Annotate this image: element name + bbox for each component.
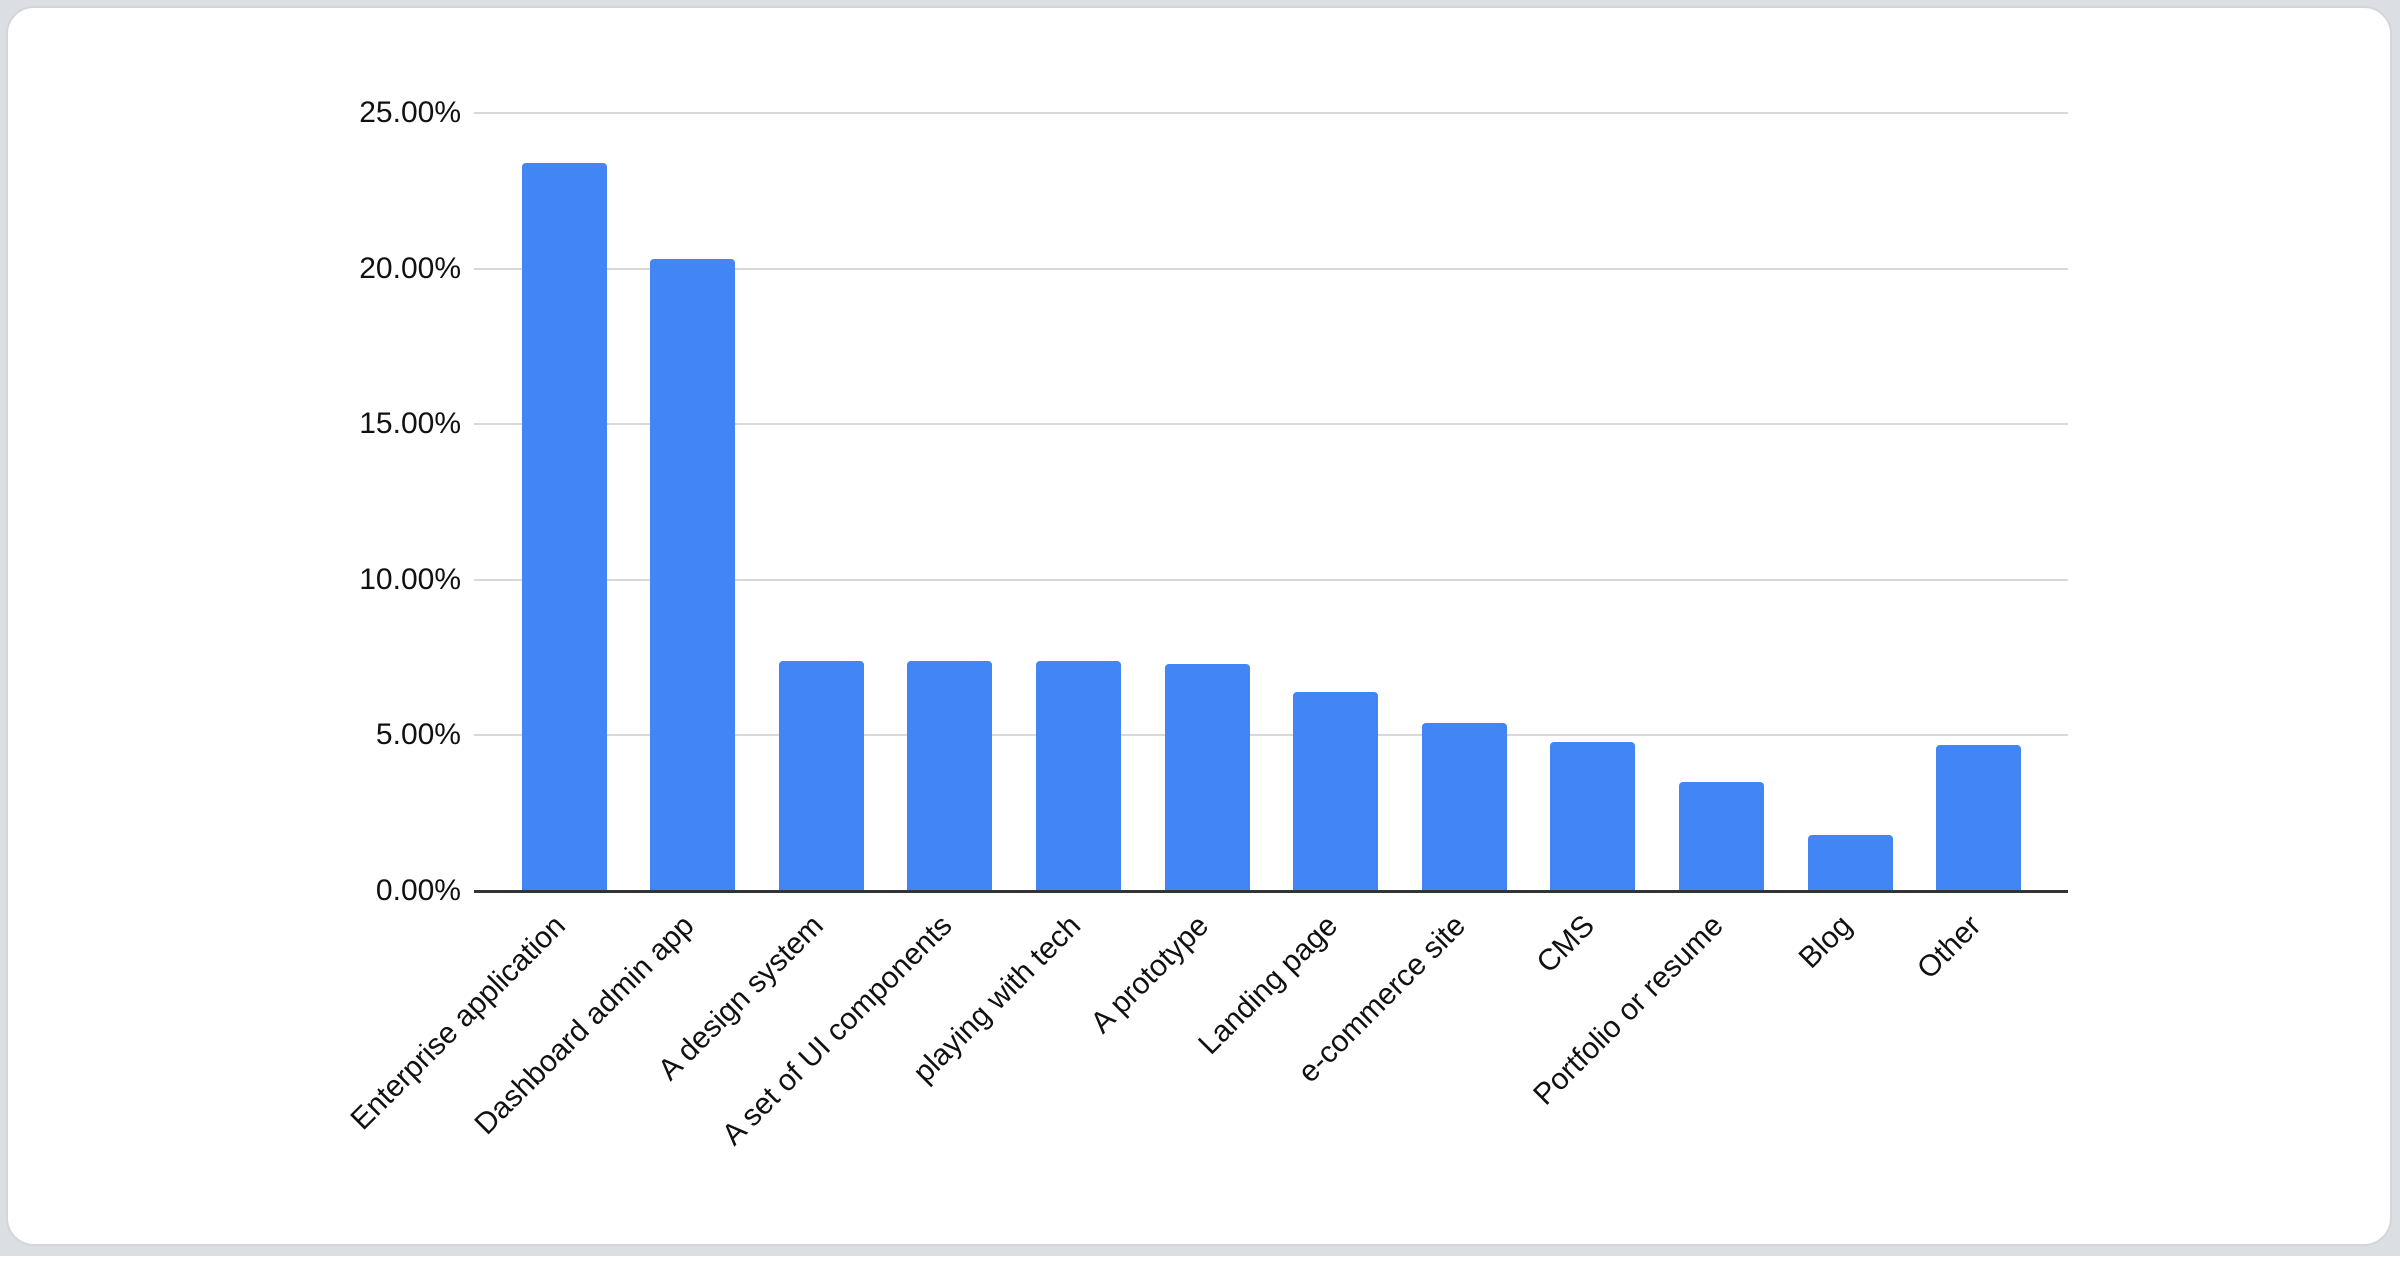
chart-bar[interactable] xyxy=(1422,723,1507,891)
x-tick-label: Other xyxy=(1911,909,1987,985)
y-tick-label: 10.00% xyxy=(359,565,461,595)
y-tick-label: 15.00% xyxy=(359,409,461,439)
x-tick-label: Dashboard admin app xyxy=(469,909,701,1141)
chart-bar[interactable] xyxy=(1293,692,1378,891)
y-tick-label: 20.00% xyxy=(359,254,461,284)
y-tick-label: 0.00% xyxy=(376,876,461,906)
chart-bar[interactable] xyxy=(650,259,735,891)
chart-bar[interactable] xyxy=(1808,835,1893,891)
chart-bar[interactable] xyxy=(1936,745,2021,891)
y-tick-label: 25.00% xyxy=(359,98,461,128)
x-tick-label: Enterprise application xyxy=(345,909,572,1136)
x-tick-label: CMS xyxy=(1531,909,1601,979)
x-tick-label: A set of UI components xyxy=(715,909,958,1152)
x-axis-line xyxy=(474,890,2068,893)
x-tick-label: Blog xyxy=(1793,909,1859,975)
chart-bar[interactable] xyxy=(1036,661,1121,891)
chart-bar[interactable] xyxy=(907,661,992,891)
chart-bar[interactable] xyxy=(779,661,864,891)
chart-bar[interactable] xyxy=(1679,782,1764,891)
chart-bar[interactable] xyxy=(1550,742,1635,891)
plot-area xyxy=(478,113,2068,891)
chart-bar[interactable] xyxy=(522,163,607,891)
chart-bar[interactable] xyxy=(1165,664,1250,891)
y-tick-label: 5.00% xyxy=(376,720,461,750)
x-tick-label: A prototype xyxy=(1085,909,1216,1040)
gridline xyxy=(474,112,2068,114)
chart-card: 25.00% 20.00% 15.00% 10.00% 5.00% 0.00% Enter… xyxy=(6,6,2392,1246)
y-axis: 25.00%20.00%15.00%10.00%5.00%0.00% xyxy=(8,113,478,891)
bar-chart: 25.00% 20.00% 15.00% 10.00% 5.00% 0.00% Enter… xyxy=(8,8,2390,1244)
